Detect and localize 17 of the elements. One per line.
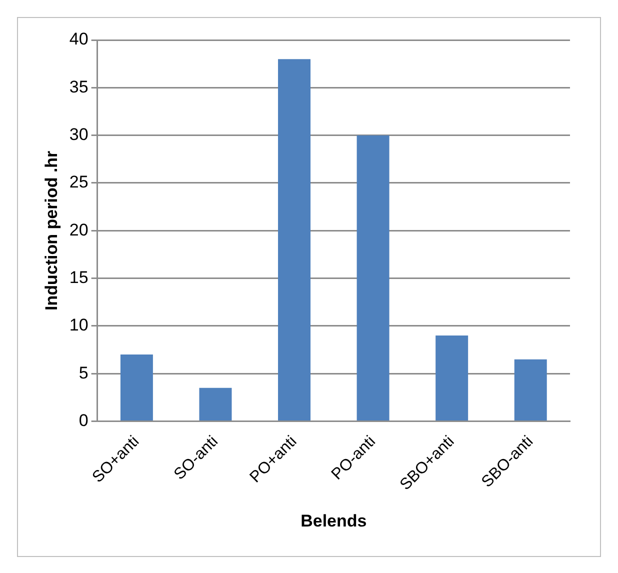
bar [436,335,468,421]
bar [120,354,153,421]
y-tick-label: 20 [69,220,88,240]
y-tick-label: 30 [69,125,88,144]
y-tick-label: 0 [78,410,88,430]
y-tick-label: 25 [69,172,88,192]
bar [514,359,547,421]
y-tick-label: 5 [78,363,88,382]
y-tick-label: 10 [69,316,88,335]
bar [199,388,232,421]
bar [278,59,311,421]
y-tick-label: 40 [69,30,88,49]
y-axis-title: Induction period .hr [42,150,61,310]
x-axis-title: Belends [300,511,367,530]
y-tick-label: 15 [69,268,88,287]
bar [356,135,390,421]
y-tick-label: 35 [69,77,88,96]
